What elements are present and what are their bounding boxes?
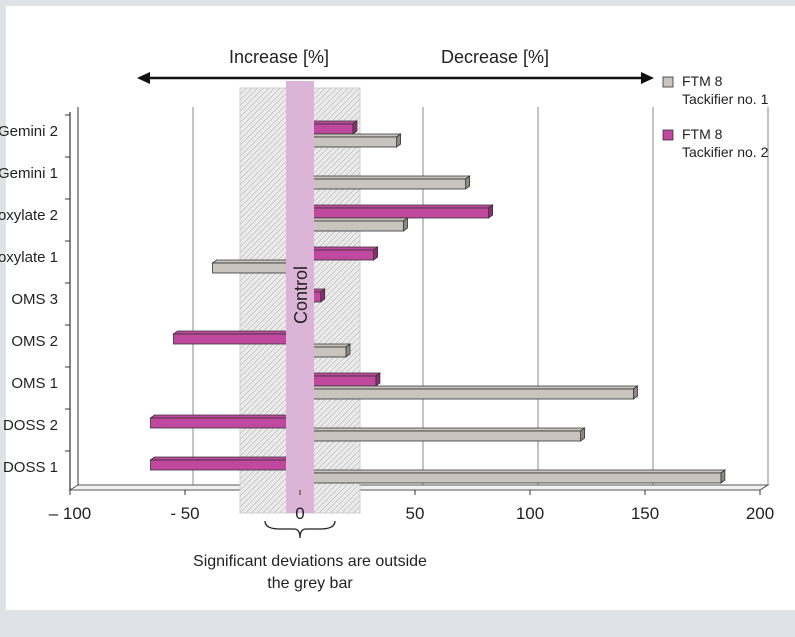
category-label: Alkoxylate 1 bbox=[0, 249, 58, 266]
legend-swatch bbox=[662, 129, 674, 141]
bar-tackifier-1 bbox=[298, 133, 402, 148]
text-layer: Control Gemini 2 Gemini 1 Alkoxylate 2 Alkox… bbox=[0, 47, 774, 592]
arrow-left-head bbox=[137, 72, 150, 84]
x-tick-label: – 100 bbox=[49, 504, 92, 523]
bar-top-face bbox=[172, 330, 306, 335]
bar-front-face bbox=[299, 178, 467, 190]
x-tick-label: 100 bbox=[516, 504, 544, 523]
category-label: OMS 3 bbox=[11, 291, 58, 308]
legend-layer: FTM 8 Tackifier no. 1 FTM 8 Tackifier no. 2 bbox=[662, 73, 769, 160]
legend-label: FTM 8 Tackifier no. 2 bbox=[682, 126, 769, 160]
control-column bbox=[286, 81, 314, 513]
legend-label: FTM 8 Tackifier no. 1 bbox=[682, 73, 769, 107]
arrow-right-head bbox=[641, 72, 654, 84]
bar-top-face bbox=[298, 133, 402, 138]
bar-top-face bbox=[149, 456, 306, 461]
annotation-line: the grey bar bbox=[267, 575, 353, 592]
bar-tackifier-2 bbox=[149, 456, 306, 471]
x-tick-label: 150 bbox=[631, 504, 659, 523]
category-label: OMS 1 bbox=[11, 375, 58, 392]
bar-tackifier-1 bbox=[298, 175, 471, 190]
header-increase: Increase [%] bbox=[229, 47, 329, 67]
bar-tackifier-2 bbox=[149, 414, 306, 429]
category-label: DOSS 2 bbox=[3, 417, 58, 434]
bar-front-face bbox=[299, 136, 397, 148]
bar-tackifier-2 bbox=[298, 204, 494, 219]
bar-top-face bbox=[298, 217, 409, 222]
legend-label-line: Tackifier no. 1 bbox=[682, 91, 769, 107]
chart-floor bbox=[68, 484, 770, 491]
category-label: Gemini 1 bbox=[0, 165, 58, 182]
bar-tackifier-1 bbox=[298, 217, 409, 232]
category-label: DOSS 1 bbox=[3, 459, 58, 476]
category-label: OMS 2 bbox=[11, 333, 58, 350]
bar-top-face bbox=[298, 469, 727, 474]
bar-top-face bbox=[298, 204, 494, 209]
annotation-line: Significant deviations are outside bbox=[193, 553, 427, 570]
category-label: Alkoxylate 2 bbox=[0, 207, 58, 224]
legend-swatch bbox=[662, 76, 674, 88]
control-label: Control bbox=[291, 266, 311, 324]
bar-tackifier-1 bbox=[298, 469, 727, 484]
bar-front-face bbox=[299, 207, 490, 219]
bar-front-face bbox=[299, 430, 582, 442]
bar-front-face bbox=[299, 472, 722, 484]
legend-label-line: FTM 8 bbox=[682, 126, 723, 142]
bar-front-face bbox=[299, 220, 404, 232]
legend-label-line: Tackifier no. 2 bbox=[682, 144, 769, 160]
bar-tackifier-2 bbox=[172, 330, 306, 345]
brace bbox=[264, 520, 336, 539]
axis-layer bbox=[65, 72, 761, 539]
bar-top-face bbox=[298, 385, 639, 390]
bar-top-face bbox=[149, 414, 306, 419]
x-tick-label: - 50 bbox=[170, 504, 199, 523]
header-decrease: Decrease [%] bbox=[441, 47, 549, 67]
bar-front-face bbox=[150, 459, 301, 471]
category-label: Gemini 2 bbox=[0, 123, 58, 140]
x-tick-label: 0 bbox=[295, 504, 304, 523]
control-layer bbox=[286, 81, 314, 513]
bar-top-face bbox=[298, 427, 586, 432]
bar-front-face bbox=[150, 417, 301, 429]
bar-front-face bbox=[173, 333, 301, 345]
bar-tackifier-1 bbox=[298, 385, 639, 400]
chart-panel bbox=[6, 6, 795, 610]
x-tick-label: 50 bbox=[406, 504, 425, 523]
bar-layer bbox=[149, 120, 727, 484]
bar-tackifier-1 bbox=[298, 427, 586, 442]
legend-label-line: FTM 8 bbox=[682, 73, 723, 89]
bar-top-face bbox=[298, 175, 471, 180]
x-tick-label: 200 bbox=[746, 504, 774, 523]
bar-front-face bbox=[299, 388, 634, 400]
